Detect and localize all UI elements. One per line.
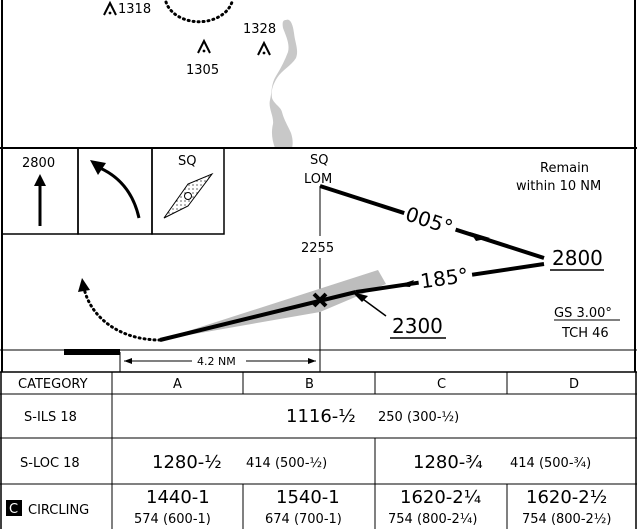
minimums-table: CATEGORY A B C D S-ILS 18 1116-½ 250 (30… bbox=[0, 372, 637, 529]
fix-type: LOM bbox=[304, 172, 332, 187]
circling-badge bbox=[6, 500, 22, 516]
intercept-altitude: 2300 bbox=[392, 314, 443, 338]
runway bbox=[64, 349, 120, 355]
dotted-circle-arc bbox=[164, 0, 234, 24]
obstacle-elevation: 1318 bbox=[118, 2, 151, 17]
obstacle-1318: 1318 bbox=[103, 0, 151, 17]
profile-view: 2800 SQ SQ LOM 2255 Remain within 10 NM … bbox=[0, 147, 637, 373]
arrow-up-icon bbox=[34, 174, 46, 186]
obstacle-icon bbox=[257, 40, 271, 56]
circling-b-haa: 674 (700-1) bbox=[265, 512, 342, 527]
remain-note-line1: Remain bbox=[540, 161, 589, 176]
inbound-arrow-icon bbox=[396, 280, 414, 287]
fix-name: SQ bbox=[310, 153, 328, 168]
circling-c-haa: 754 (800-2¼) bbox=[388, 512, 477, 527]
obstacle-icon bbox=[103, 0, 117, 16]
missed-approach-arrow-icon bbox=[78, 278, 90, 292]
missed-approach-path bbox=[82, 286, 162, 342]
s-ils-haa: 250 (300-½) bbox=[378, 410, 459, 425]
row-label-s-loc: S-LOC 18 bbox=[20, 456, 80, 471]
turn-right-arrow-icon bbox=[99, 166, 141, 219]
distance-label: 4.2 NM bbox=[197, 355, 236, 368]
circling-d-haa: 754 (800-2½) bbox=[522, 512, 611, 527]
s-ils-minimum: 1116-½ bbox=[286, 406, 356, 427]
circling-a-minimum: 1440-1 bbox=[146, 487, 210, 508]
glidepath bbox=[159, 290, 357, 342]
s-loc-cd-haa: 414 (500-¾) bbox=[510, 456, 591, 471]
mini-box-beacon bbox=[151, 147, 225, 235]
ndb-beacon-icon bbox=[163, 172, 214, 219]
row-label-circling: CIRCLING bbox=[28, 503, 89, 518]
water-body bbox=[269, 19, 298, 149]
beacon-label: SQ bbox=[178, 154, 196, 169]
remain-note-line2: within 10 NM bbox=[516, 179, 601, 194]
row-label-s-ils: S-ILS 18 bbox=[24, 410, 77, 425]
obstacle-1305: 1305 bbox=[186, 38, 219, 78]
obstacle-elevation: 1328 bbox=[243, 22, 276, 37]
obstacle-icon bbox=[197, 38, 211, 54]
circling-c-minimum: 1620-2¼ bbox=[400, 487, 481, 508]
circling-a-haa: 574 (600-1) bbox=[134, 512, 211, 527]
obstacle-1328: 1328 bbox=[243, 22, 276, 56]
circling-badge-letter: C bbox=[9, 502, 18, 517]
obstacle-elevation: 1305 bbox=[186, 63, 219, 78]
final-approach-sector bbox=[160, 270, 386, 340]
circling-b-minimum: 1540-1 bbox=[276, 487, 340, 508]
missed-approach-altitude: 2800 bbox=[22, 156, 55, 171]
outbound-course: 005° bbox=[403, 202, 456, 240]
fix-altitude: 2255 bbox=[301, 241, 334, 256]
s-loc-cd-minimum: 1280-¾ bbox=[413, 452, 483, 473]
s-loc-ab-haa: 414 (500-½) bbox=[246, 456, 327, 471]
s-loc-ab-minimum: 1280-½ bbox=[152, 452, 222, 473]
outbound-arrow-icon bbox=[470, 232, 490, 241]
procedure-turn-altitude: 2800 bbox=[552, 246, 603, 270]
category-a: A bbox=[173, 377, 182, 392]
category-c: C bbox=[437, 377, 446, 392]
mini-box-turn bbox=[77, 147, 153, 235]
category-d: D bbox=[569, 377, 579, 392]
category-header: CATEGORY bbox=[18, 377, 88, 392]
threshold-crossing-height: TCH 46 bbox=[561, 326, 609, 341]
category-b: B bbox=[305, 377, 314, 392]
circling-d-minimum: 1620-2½ bbox=[526, 487, 607, 508]
plan-view: 1318 1305 1328 bbox=[0, 0, 637, 149]
glideslope-angle: GS 3.00° bbox=[554, 306, 612, 321]
fix-marker-icon bbox=[312, 292, 328, 308]
